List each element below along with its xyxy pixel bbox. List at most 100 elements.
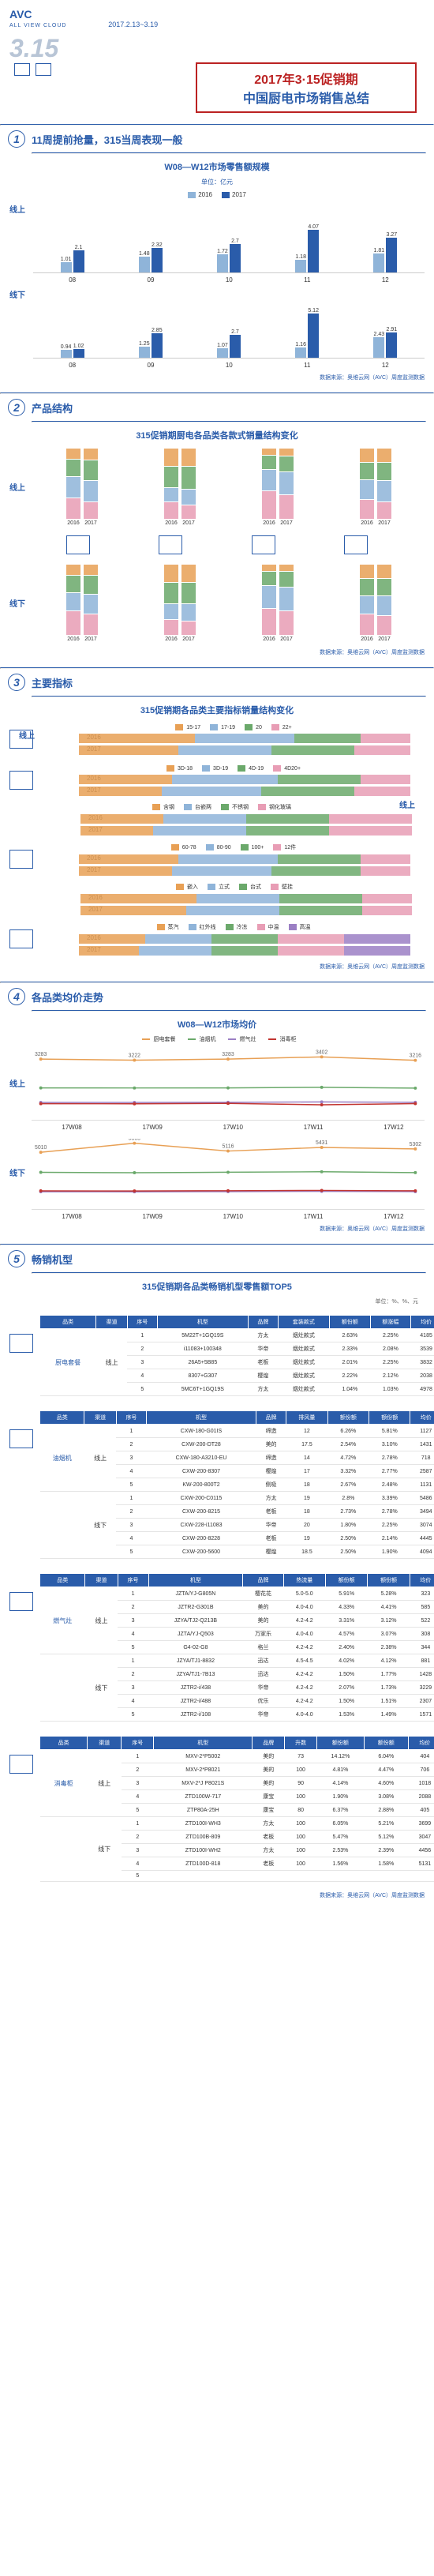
table-cell: 405 (408, 1804, 434, 1817)
table-header: 额份额 (369, 1411, 410, 1425)
x-label: 08 (69, 276, 76, 284)
table-cell: 1131 (410, 1478, 434, 1492)
category-icon (9, 1429, 33, 1448)
table-header: 升数 (285, 1737, 317, 1750)
s2-subtitle: 315促销期厨电各品类各款式销量结构变化 (0, 429, 434, 441)
s2-offline-label: 线下 (9, 597, 25, 609)
table-cell: JZYA/TJ1-8832 (148, 1654, 243, 1668)
s3-group-b: 嵌入立式台式壁挂 2016 2017 (9, 883, 425, 915)
table-header: 序号 (116, 1411, 146, 1425)
table-row: 燃气灶线上1JZTA/YJ-G805N樱花花5.0-5.05.91%5.28%3… (40, 1587, 434, 1601)
table-cell: 1.51% (368, 1695, 410, 1708)
table-cell: 3 (122, 1844, 154, 1857)
top5-table: 品类渠道序号机型品牌排风量额份额额份额均价油烟机线上1CXW-180-G01IS… (39, 1410, 434, 1559)
table-cell: 2.33% (330, 1342, 371, 1356)
table-cell: 1.53% (326, 1708, 368, 1722)
table-cell: 1.50% (326, 1695, 368, 1708)
stack-category: 20162017 (164, 564, 196, 642)
s4-legend: 厨电套餐油烟机燃气灶消毒柜 (0, 1035, 434, 1043)
section-num-4: 4 (8, 988, 25, 1005)
table-cell: 4.02% (326, 1654, 368, 1668)
table-cell: 2.53% (317, 1844, 365, 1857)
table-cell: 2.25% (370, 1356, 411, 1369)
hbar-legend-item: 3D-18 (163, 766, 193, 772)
svg-text:3216: 3216 (410, 1053, 422, 1059)
bar-group: 1.25 2.85 (139, 328, 163, 358)
table-cell: 美的 (256, 1438, 286, 1451)
table-cell: 4.12% (368, 1654, 410, 1668)
table-cell: 2.77% (369, 1465, 410, 1478)
table-cell: ZTD100D-818 (154, 1857, 253, 1871)
table-cell: 2.14% (369, 1532, 410, 1545)
table-cell: ZTD100W-717 (154, 1790, 253, 1804)
table-cell: 5.21% (364, 1817, 408, 1831)
table-cell (285, 1871, 317, 1882)
x-label: 17W10 (223, 1124, 243, 1131)
table-header: 均价 (410, 1411, 434, 1425)
table-cell: 5131 (408, 1857, 434, 1871)
stove-icon (36, 63, 51, 76)
table-header: 品类 (40, 1574, 85, 1587)
table-cell: 3 (118, 1614, 148, 1628)
source-1: 数据来源：奥维云网（AVC）周度监测数据 (9, 374, 425, 381)
table-cell: 4 (118, 1628, 148, 1641)
bar-group: 1.16 5.12 (295, 308, 319, 358)
table-cell: 881 (410, 1654, 434, 1668)
table-cell: 5486 (410, 1492, 434, 1505)
table-cell: 缔造 (256, 1451, 286, 1465)
table-cell: 14.12% (317, 1750, 365, 1763)
hbar-legend-item: 4D20+ (270, 766, 301, 772)
s3-group: 60-7880-90100+12件 2016 2017 (9, 840, 425, 878)
table-cell: 4.60% (364, 1777, 408, 1790)
table-cell: CXW-180-G01IS (147, 1425, 256, 1438)
table-row: 线下1ZTD100I-WH3方太1006.05%5.21%3699 (40, 1817, 434, 1831)
category-icon (9, 929, 33, 948)
top5-table: 品类渠道序号机型品牌升数额份额额份额均价消毒柜线上1MXV-2*P5002美的7… (39, 1736, 434, 1882)
table-cell: 4.57% (326, 1628, 368, 1641)
category-cell: 燃气灶 (40, 1587, 85, 1654)
table-header: 额份额 (368, 1574, 410, 1587)
table-cell: 1127 (410, 1425, 434, 1438)
table-header: 热流量 (283, 1574, 325, 1587)
table-cell: 烟灶款式 (278, 1383, 329, 1396)
stack-category: 20162017 (262, 448, 294, 526)
table-cell: MXV-2*P5002 (154, 1750, 253, 1763)
s1-subtitle: W08—W12市场零售额规模 (0, 160, 434, 173)
hbar-legend-item: 22+ (268, 725, 292, 730)
x-label: 10 (226, 276, 233, 284)
table-cell: 4 (118, 1695, 148, 1708)
table-cell: 方太 (249, 1383, 279, 1396)
s3-group: 蒸汽红外线冷冻中温高温 2016 2017 (9, 920, 425, 958)
hbar-legend-item: 壁挂 (268, 884, 293, 890)
table-cell: 5.12% (364, 1831, 408, 1844)
source-2: 数据来源：奥维云网（AVC）周度监测数据 (9, 648, 425, 656)
bar-group: 0.94 1.02 (61, 344, 84, 358)
table-cell: JZYA/TJ2-Q213B (148, 1614, 243, 1628)
category-icon (344, 532, 368, 558)
table-cell: 4.33% (326, 1601, 368, 1614)
table-header: 序号 (127, 1316, 157, 1329)
table-cell: 康宝 (253, 1790, 285, 1804)
table-cell: 14 (286, 1451, 327, 1465)
s4-online-chart: 32833222328334023216 (32, 1050, 425, 1121)
table-cell: 4094 (410, 1545, 434, 1559)
table-cell: 2 (118, 1601, 148, 1614)
table-cell: 2.48% (369, 1478, 410, 1492)
table-cell (154, 1871, 253, 1882)
section-num-3: 3 (8, 674, 25, 691)
table-cell: 1 (122, 1750, 154, 1763)
table-cell: 3 (116, 1519, 146, 1532)
hbar-legend-item: 12件 (270, 845, 296, 851)
table-cell: 格兰 (243, 1641, 283, 1654)
table-cell: CXW-180-A3210-EU (147, 1451, 256, 1465)
hbar-legend-item: 3D-19 (199, 766, 228, 772)
table-cell: 1.58% (364, 1857, 408, 1871)
table-header: 品牌 (253, 1737, 285, 1750)
svg-text:5010: 5010 (35, 1145, 47, 1151)
table-cell: JZTR2-i/488 (148, 1695, 243, 1708)
table-cell: 585 (410, 1601, 434, 1614)
hbar-legend-item: 冷冻 (223, 925, 248, 930)
hbar-legend-item: 立式 (204, 884, 230, 890)
bar-group: 1.72 2.7 (217, 238, 241, 272)
table-cell: 17 (286, 1465, 327, 1478)
